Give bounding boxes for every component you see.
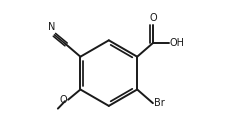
Text: O: O	[150, 13, 157, 23]
Text: N: N	[48, 22, 56, 32]
Text: O: O	[60, 95, 67, 105]
Text: Br: Br	[154, 98, 164, 108]
Text: OH: OH	[169, 38, 184, 48]
